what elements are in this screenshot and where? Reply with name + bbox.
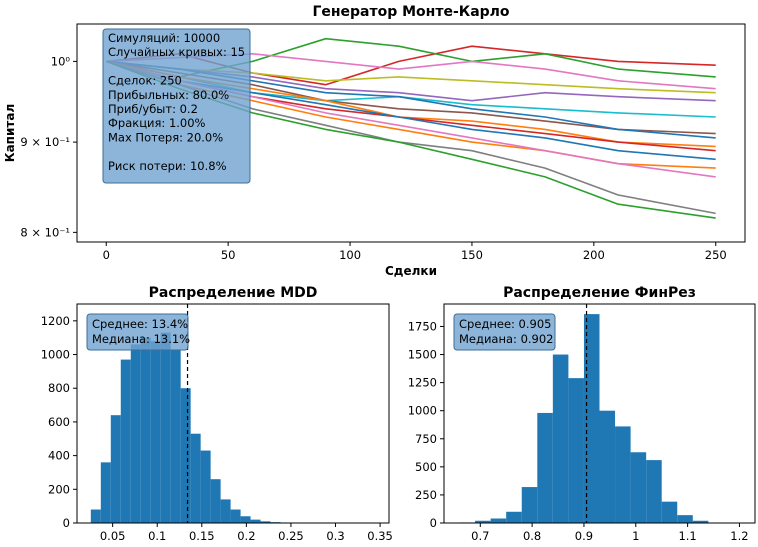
y-tick-label: 750	[415, 432, 437, 446]
x-tick-label: 0	[103, 248, 110, 262]
histogram-bar	[692, 520, 709, 523]
y-tick-label: 250	[415, 488, 437, 502]
x-tick-label: 0.7	[471, 529, 489, 543]
finres-distribution-chart: Распределение ФинРез 0.7 0.8 0.9 1 1.1 1.2 0 250…	[408, 285, 756, 543]
x-tick-label: 0.1	[148, 529, 166, 543]
x-tick-label: 0.25	[278, 529, 304, 543]
histogram-bar	[90, 509, 101, 523]
info-line: Случайных кривых: 15	[108, 45, 245, 59]
chart-title: Распределение MDD	[149, 285, 318, 301]
y-tick-label: 600	[48, 415, 70, 429]
x-tick-label: 0.05	[100, 529, 126, 543]
histogram-bar	[190, 433, 201, 523]
x-tick-label: 150	[461, 248, 483, 262]
info-line: Среднее: 0.905	[459, 317, 551, 331]
info-line: Медиана: 13.1%	[92, 332, 190, 346]
histogram-bar	[220, 499, 231, 523]
histogram-bar	[615, 426, 631, 523]
histogram-bar	[130, 344, 141, 523]
histogram-bar	[537, 412, 553, 523]
histogram-bar	[210, 479, 221, 523]
x-tick-label: 1.1	[678, 529, 696, 543]
info-line: Сделок: 250	[108, 74, 182, 88]
x-tick-label: 0.9	[575, 529, 593, 543]
histogram-bar	[521, 487, 538, 523]
plot-frame	[76, 303, 390, 524]
y-tick-label: 1750	[408, 319, 437, 333]
x-tick-label: 0.2	[237, 529, 255, 543]
histogram-bar	[200, 450, 211, 523]
info-line: Среднее: 13.4%	[92, 317, 188, 331]
y-tick-label: 0	[430, 516, 437, 530]
y-tick-label: 9 × 10⁻¹	[20, 135, 70, 149]
y-tick-label: 200	[48, 482, 70, 496]
histogram-bar	[475, 520, 491, 523]
histogram-bar	[120, 359, 131, 523]
y-tick-label: 1250	[408, 376, 437, 390]
histogram-bar	[240, 516, 251, 523]
histogram-bar	[180, 388, 191, 523]
histogram-bar	[150, 341, 161, 523]
x-tick-label: 0.35	[367, 529, 393, 543]
x-tick-label: 50	[221, 248, 236, 262]
info-line: Риск потери: 10.8%	[108, 159, 227, 173]
histogram-bar	[170, 349, 181, 523]
y-tick-label: 1500	[408, 348, 437, 362]
histogram-bar	[630, 452, 647, 523]
histogram-bar	[490, 518, 507, 523]
y-tick-label: 800	[48, 381, 70, 395]
x-tick-label: 1	[632, 529, 639, 543]
x-tick-label: 1.2	[730, 529, 748, 543]
histogram-bar	[646, 460, 662, 523]
x-tick-label: 0.3	[326, 529, 344, 543]
info-box	[453, 313, 556, 351]
x-tick-label: 200	[583, 248, 605, 262]
info-box	[86, 313, 189, 351]
histogram-bar	[583, 314, 600, 523]
histogram-bar	[552, 354, 569, 523]
histogram-bar	[250, 519, 261, 523]
y-tick-label: 10⁰	[51, 54, 71, 68]
plot-frame	[443, 303, 756, 524]
x-axis-label: Сделки	[385, 264, 437, 278]
histogram-bar	[160, 332, 171, 523]
x-tick-label: 0.15	[189, 529, 215, 543]
x-tick-label: 250	[705, 248, 727, 262]
histogram-bar	[677, 515, 693, 523]
histogram-bar	[260, 521, 271, 523]
info-line: Max Потеря: 20.0%	[108, 130, 223, 144]
chart-title: Распределение ФинРез	[503, 285, 696, 301]
plot-frame	[76, 23, 746, 243]
y-tick-label: 1000	[408, 404, 437, 418]
histogram-bar	[568, 378, 584, 523]
y-tick-label: 1000	[41, 348, 70, 362]
histogram-bar	[140, 337, 151, 523]
histogram-bar	[661, 501, 678, 523]
histogram-bar	[599, 410, 616, 523]
y-tick-label: 8 × 10⁻¹	[20, 225, 70, 239]
y-tick-label: 400	[48, 449, 70, 463]
mdd-distribution-chart: Распределение MDD 0.05 0.1 0.15 0.2 0.25 0.3 0.…	[41, 285, 393, 543]
info-line: Прибыльных: 80.0%	[108, 88, 229, 102]
chart-title: Генератор Монте-Карло	[312, 4, 509, 20]
x-tick-label: 0.8	[523, 529, 541, 543]
info-line: Симуляций: 10000	[108, 31, 220, 45]
y-tick-label: 0	[63, 516, 70, 530]
histogram-bar	[230, 509, 241, 523]
info-line: Приб/убыт: 0.2	[108, 102, 198, 116]
y-tick-label: 500	[415, 460, 437, 474]
y-tick-label: 1200	[41, 314, 70, 328]
info-line: Медиана: 0.902	[459, 332, 554, 346]
info-line: Фракция: 1.00%	[108, 116, 206, 130]
y-axis-label: Капитал	[3, 104, 17, 162]
x-tick-label: 100	[339, 248, 361, 262]
monte-carlo-equity-chart: Генератор Монте-Карло 0 50 100 150 200 250 10⁰ 9…	[3, 4, 746, 278]
histogram-bar	[100, 462, 111, 523]
histogram-bar	[506, 511, 522, 523]
histogram-bar	[110, 415, 121, 523]
info-box	[102, 28, 251, 184]
